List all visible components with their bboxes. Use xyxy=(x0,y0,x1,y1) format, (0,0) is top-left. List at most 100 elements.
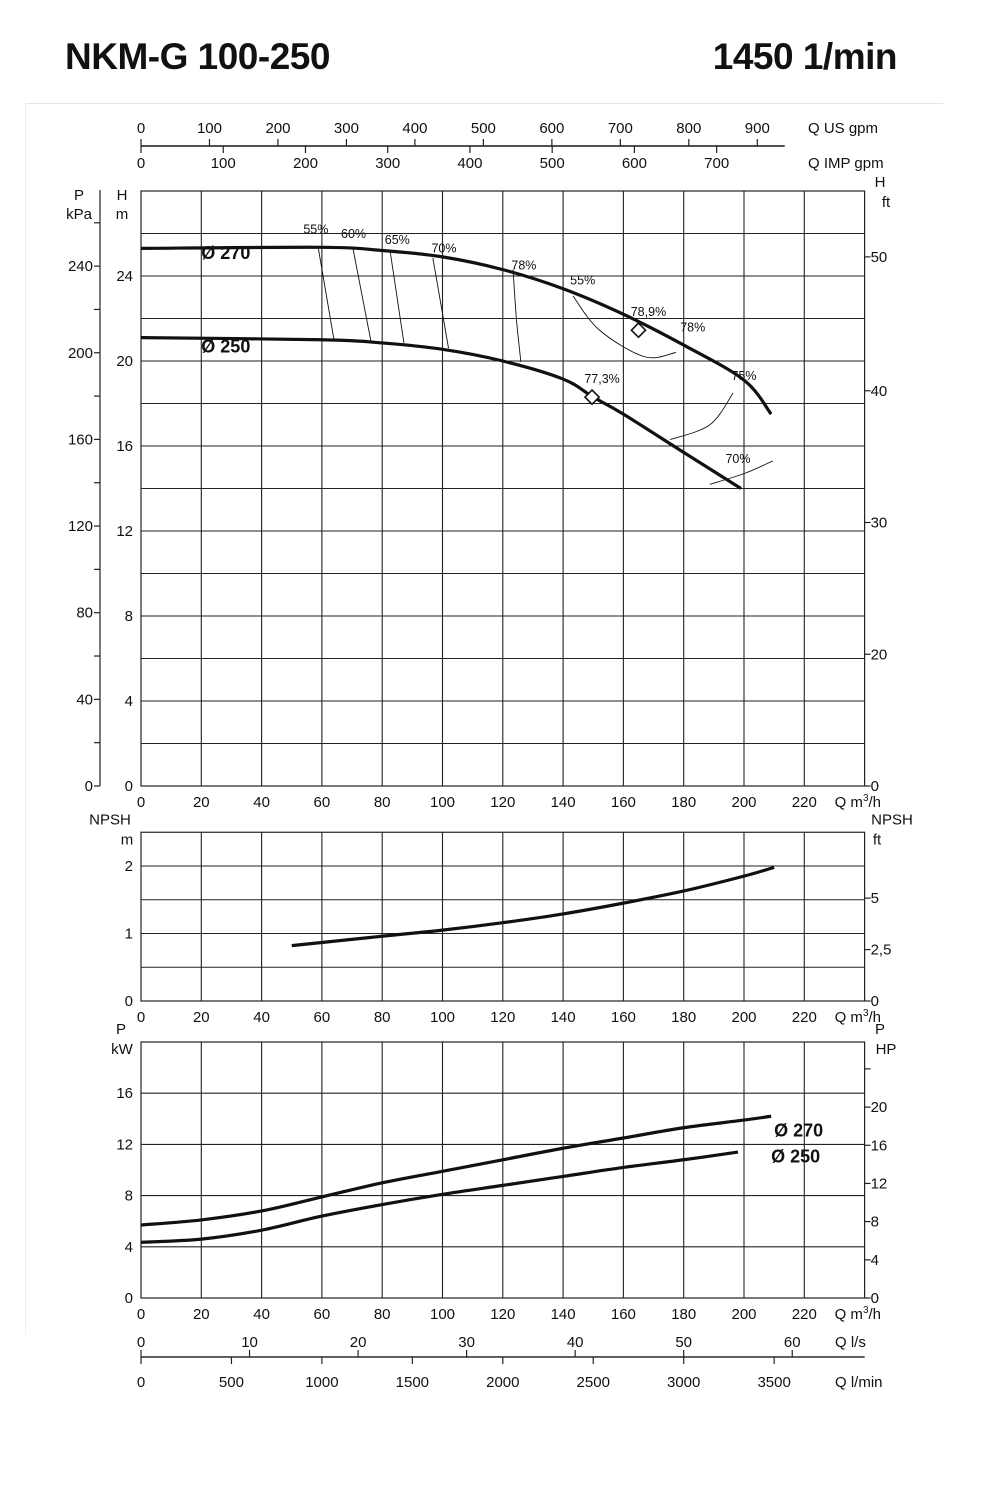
head-x-tick-label: 120 xyxy=(490,794,515,811)
head-y-tick-label: 12 xyxy=(116,523,133,540)
efficiency-label: 70% xyxy=(725,452,750,466)
power-curve-250 xyxy=(140,1150,739,1244)
us-gpm-tick-label: 300 xyxy=(334,120,359,137)
npsh-y-tick-label: 1 xyxy=(125,926,133,943)
header-divider xyxy=(25,103,943,104)
npsh-y-axis-unit: m xyxy=(121,831,134,848)
efficiency-label: 60% xyxy=(341,227,366,241)
pressure-tick-label: 40 xyxy=(76,691,93,708)
npsh-x-tick-label: 60 xyxy=(314,1009,331,1026)
power-x-tick-label: 20 xyxy=(193,1306,210,1323)
imp-gpm-tick-label: 700 xyxy=(704,155,729,172)
us-gpm-tick-label: 100 xyxy=(197,120,222,137)
head-impeller-label: Ø 250 xyxy=(201,337,250,357)
l-s-tick-label: 10 xyxy=(241,1334,258,1351)
power-x-tick-label: 40 xyxy=(253,1306,270,1323)
power-x-axis-unit: Q m3/h xyxy=(835,1305,881,1323)
best-efficiency-label: 77,3% xyxy=(584,372,619,386)
power-y-axis-unit: kW xyxy=(111,1041,134,1058)
l-min-axis-label: Q l/min xyxy=(835,1374,883,1391)
power-x-tick-label: 0 xyxy=(137,1306,145,1323)
efficiency-label: 55% xyxy=(570,274,595,288)
head-plot-frame xyxy=(140,190,866,787)
l-s-tick-label: 40 xyxy=(567,1334,584,1351)
head-y-axis-unit: m xyxy=(116,206,129,223)
power-plot-frame xyxy=(140,1041,866,1299)
npsh-right-tick-label: 5 xyxy=(871,890,879,907)
npsh-y-tick-label: 2 xyxy=(125,858,133,875)
us-gpm-tick-label: 700 xyxy=(608,120,633,137)
npsh-plot-frame xyxy=(140,831,866,1002)
power-right-tick-label: 8 xyxy=(871,1214,879,1231)
l-min-tick-label: 3000 xyxy=(667,1374,700,1391)
head-x-tick-label: 180 xyxy=(671,794,696,811)
head-curve-250 xyxy=(140,336,742,490)
head-impeller-label: Ø 270 xyxy=(201,243,250,263)
us-gpm-tick-label: 0 xyxy=(137,120,145,137)
power-y-tick-label: 12 xyxy=(116,1136,133,1153)
npsh-x-tick-label: 220 xyxy=(792,1009,817,1026)
pressure-tick-label: 200 xyxy=(68,345,93,362)
l-min-tick-label: 2000 xyxy=(486,1374,519,1391)
head-x-tick-label: 80 xyxy=(374,794,391,811)
head-y-tick-label: 0 xyxy=(125,778,133,795)
us-gpm-tick-label: 500 xyxy=(471,120,496,137)
power-right-tick-label: 12 xyxy=(871,1175,888,1192)
l-min-tick-label: 1000 xyxy=(305,1374,338,1391)
imp-gpm-tick-label: 200 xyxy=(293,155,318,172)
us-gpm-axis-label: Q US gpm xyxy=(808,120,878,137)
npsh-x-tick-label: 180 xyxy=(671,1009,696,1026)
power-x-tick-label: 220 xyxy=(792,1306,817,1323)
head-right-tick-label: 20 xyxy=(871,646,888,663)
power-x-tick-label: 100 xyxy=(430,1306,455,1323)
npsh-right-axis-title: NPSH xyxy=(871,811,913,828)
pressure-tick-label: 160 xyxy=(68,431,93,448)
head-y-axis-title: H xyxy=(117,187,128,204)
npsh-y-axis-title: NPSH xyxy=(89,811,131,828)
us-gpm-tick-label: 900 xyxy=(745,120,770,137)
imp-gpm-tick-label: 0 xyxy=(137,155,145,172)
l-min-tick-label: 500 xyxy=(219,1374,244,1391)
npsh-x-tick-label: 160 xyxy=(611,1009,636,1026)
l-s-tick-label: 0 xyxy=(137,1334,145,1351)
npsh-x-tick-label: 40 xyxy=(253,1009,270,1026)
best-efficiency-label: 78,9% xyxy=(631,305,666,319)
us-gpm-tick-label: 400 xyxy=(402,120,427,137)
l-min-tick-label: 0 xyxy=(137,1374,145,1391)
head-y-tick-label: 20 xyxy=(116,353,133,370)
best-efficiency-point-marker xyxy=(583,388,601,406)
head-curve-270 xyxy=(140,245,773,416)
imp-gpm-tick-label: 500 xyxy=(540,155,565,172)
npsh-right-tick-label: 2,5 xyxy=(871,942,892,959)
pump-speed: 1450 1/min xyxy=(712,36,898,77)
npsh-x-tick-label: 20 xyxy=(193,1009,210,1026)
npsh-curve-line xyxy=(291,865,775,948)
power-right-tick-label: 0 xyxy=(871,1290,879,1307)
pressure-tick-label: 80 xyxy=(76,605,93,622)
power-impeller-label: Ø 270 xyxy=(774,1121,823,1141)
head-x-axis-unit: Q m3/h xyxy=(835,793,881,811)
efficiency-label: 70% xyxy=(431,242,456,256)
head-x-tick-label: 0 xyxy=(137,794,145,811)
head-x-tick-label: 100 xyxy=(430,794,455,811)
imp-gpm-tick-label: 600 xyxy=(622,155,647,172)
best-efficiency-point-marker xyxy=(630,321,647,339)
efficiency-iso-line xyxy=(669,392,734,441)
left-margin-line xyxy=(25,103,26,1335)
pump-model-title: NKM-G 100-250 xyxy=(65,36,330,77)
power-right-axis-title: P xyxy=(875,1021,885,1038)
power-x-tick-label: 180 xyxy=(671,1306,696,1323)
efficiency-iso-line xyxy=(317,246,335,340)
l-s-tick-label: 20 xyxy=(350,1334,367,1351)
efficiency-iso-line xyxy=(352,248,372,342)
npsh-x-tick-label: 0 xyxy=(137,1009,145,1026)
us-gpm-tick-label: 600 xyxy=(539,120,564,137)
head-right-tick-label: 30 xyxy=(871,515,888,532)
npsh-x-tick-label: 100 xyxy=(430,1009,455,1026)
pressure-tick-label: 240 xyxy=(68,258,93,275)
npsh-right-tick-label: 0 xyxy=(871,993,879,1010)
l-min-tick-label: 1500 xyxy=(396,1374,429,1391)
efficiency-label: 78% xyxy=(511,259,536,273)
npsh-y-tick-label: 0 xyxy=(125,993,133,1010)
